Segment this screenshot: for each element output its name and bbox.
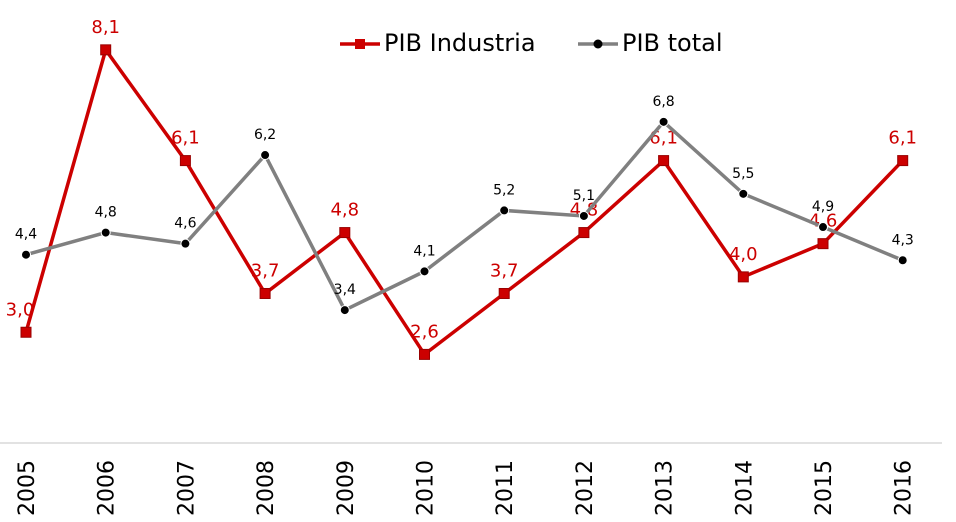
data-label: 4,0 <box>729 244 758 265</box>
data-label: 8,1 <box>91 17 120 38</box>
data-label: 4,3 <box>892 232 914 248</box>
data-point <box>259 287 271 299</box>
data-point <box>180 238 191 249</box>
data-point <box>578 227 590 239</box>
legend-marker <box>355 39 365 49</box>
data-point <box>897 155 909 167</box>
data-label: 3,4 <box>334 282 356 298</box>
x-tick-label: 2013 <box>653 460 678 516</box>
data-label: 3,7 <box>251 260 280 281</box>
data-label: 2,6 <box>410 321 439 342</box>
legend-label: PIB Industria <box>384 29 536 57</box>
data-label: 5,2 <box>493 182 515 198</box>
legend-marker <box>593 39 603 49</box>
data-point <box>339 227 351 239</box>
x-tick-label: 2005 <box>15 460 40 516</box>
x-tick-label: 2014 <box>732 460 757 516</box>
x-tick-label: 2010 <box>414 460 439 516</box>
x-tick-label: 2012 <box>573 460 598 516</box>
data-label: 4,8 <box>95 205 117 221</box>
data-label: 3,7 <box>490 260 519 281</box>
data-point <box>737 271 749 283</box>
data-point <box>738 188 749 199</box>
data-point <box>818 222 828 233</box>
data-label: 4,6 <box>809 211 838 232</box>
data-point <box>578 210 589 221</box>
x-tick-label: 2016 <box>892 460 917 516</box>
data-point <box>897 255 908 266</box>
data-label: 5,5 <box>732 166 754 182</box>
x-tick-label: 2015 <box>812 460 837 516</box>
data-point <box>100 227 111 238</box>
data-label: 5,1 <box>573 188 595 204</box>
data-label: 4,1 <box>413 243 435 259</box>
x-tick-label: 2011 <box>493 460 518 516</box>
data-point <box>20 326 32 338</box>
data-point <box>658 155 670 167</box>
data-point <box>419 348 430 360</box>
data-point <box>100 44 112 56</box>
data-label: 6,8 <box>652 94 674 110</box>
x-tick-label: 2007 <box>174 460 199 516</box>
legend-label: PIB total <box>622 29 723 57</box>
data-point <box>658 116 669 127</box>
series-line <box>25 119 904 313</box>
data-label: 6,1 <box>171 128 200 149</box>
series-line <box>24 45 904 357</box>
data-point <box>499 205 510 216</box>
x-tick-label: 2006 <box>95 460 120 516</box>
data-point <box>339 305 350 316</box>
data-point <box>260 150 271 161</box>
data-label: 6,1 <box>888 128 917 149</box>
data-point <box>498 287 510 299</box>
data-point <box>419 266 430 277</box>
x-tick-label: 2008 <box>254 460 279 516</box>
data-label: 3,0 <box>6 299 35 320</box>
data-label: 6,2 <box>254 127 276 143</box>
data-label: 4,4 <box>15 227 37 243</box>
data-point <box>817 238 829 250</box>
data-point <box>179 155 191 167</box>
data-label: 4,9 <box>812 199 834 215</box>
data-label: 4,6 <box>174 216 196 232</box>
x-tick-label: 2009 <box>334 460 359 516</box>
data-label: 4,8 <box>330 200 359 221</box>
data-point <box>21 249 31 260</box>
